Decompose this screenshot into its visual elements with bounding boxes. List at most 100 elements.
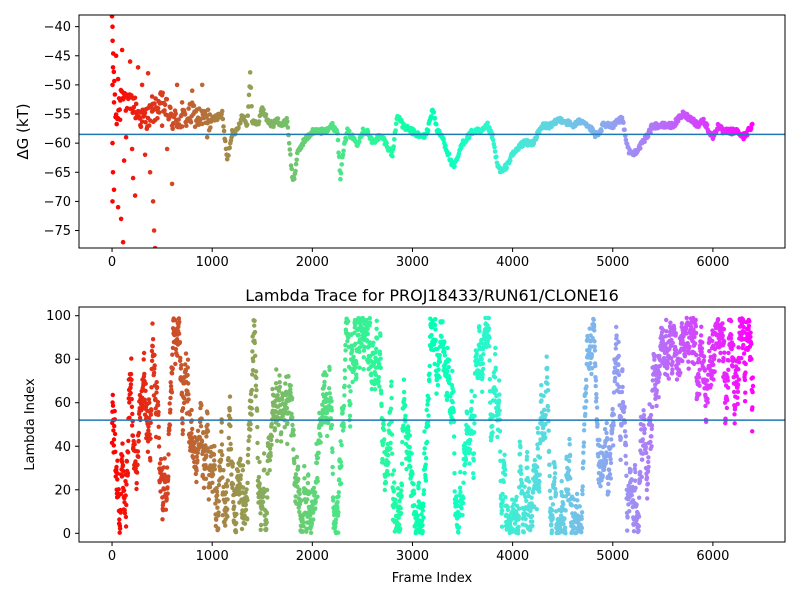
data-point bbox=[168, 384, 174, 389]
data-point bbox=[476, 368, 481, 373]
data-point bbox=[580, 466, 586, 471]
data-point bbox=[452, 471, 457, 476]
data-point bbox=[602, 427, 608, 432]
data-point bbox=[114, 464, 119, 470]
data-point bbox=[405, 424, 411, 429]
data-point bbox=[547, 473, 552, 479]
data-point bbox=[667, 333, 672, 338]
data-point bbox=[467, 461, 472, 466]
data-point bbox=[168, 380, 173, 385]
data-point bbox=[446, 151, 452, 156]
data-point bbox=[152, 352, 157, 358]
data-point bbox=[238, 456, 243, 461]
data-point bbox=[701, 116, 706, 122]
data-point bbox=[705, 400, 710, 405]
data-point bbox=[291, 427, 296, 433]
data-point bbox=[233, 529, 239, 535]
data-point bbox=[539, 383, 544, 388]
data-point bbox=[121, 488, 127, 493]
data-point bbox=[490, 137, 496, 143]
data-point bbox=[153, 396, 158, 402]
data-point bbox=[203, 476, 209, 481]
data-point bbox=[185, 372, 190, 378]
data-point bbox=[621, 120, 626, 125]
data-point bbox=[180, 406, 186, 411]
data-point bbox=[260, 499, 266, 505]
data-point bbox=[579, 525, 585, 531]
data-point bbox=[261, 451, 267, 456]
data-point bbox=[373, 372, 378, 377]
data-point bbox=[189, 407, 194, 413]
data-point bbox=[421, 504, 426, 509]
data-point bbox=[146, 424, 151, 429]
data-point bbox=[641, 423, 646, 428]
data-point bbox=[514, 494, 519, 500]
data-point bbox=[468, 438, 473, 443]
data-point bbox=[721, 327, 727, 332]
data-point bbox=[374, 318, 379, 323]
data-point bbox=[535, 446, 540, 451]
data-point bbox=[633, 469, 638, 475]
data-point bbox=[253, 394, 258, 399]
data-point bbox=[117, 526, 123, 531]
data-point bbox=[711, 362, 716, 367]
data-point bbox=[726, 367, 731, 372]
data-point bbox=[562, 525, 568, 530]
data-point bbox=[471, 451, 477, 456]
data-point bbox=[691, 361, 697, 366]
data-point bbox=[746, 323, 752, 329]
data-point bbox=[315, 478, 320, 484]
data-point bbox=[179, 390, 185, 395]
data-point bbox=[333, 520, 338, 526]
data-point bbox=[649, 426, 654, 432]
data-point bbox=[693, 324, 699, 329]
data-point bbox=[301, 523, 306, 529]
data-point bbox=[294, 454, 300, 460]
data-point bbox=[581, 440, 587, 445]
data-point bbox=[702, 368, 708, 373]
data-point bbox=[324, 373, 329, 378]
data-point bbox=[608, 460, 614, 466]
data-point bbox=[619, 422, 624, 427]
data-point bbox=[161, 465, 166, 470]
data-point bbox=[623, 453, 628, 459]
data-point bbox=[330, 446, 335, 451]
data-point bbox=[451, 409, 456, 415]
data-point bbox=[625, 528, 630, 533]
data-point bbox=[369, 386, 374, 392]
data-point bbox=[604, 430, 609, 436]
data-point bbox=[126, 438, 131, 444]
data-point bbox=[132, 442, 137, 447]
data-point bbox=[749, 356, 754, 362]
data-point bbox=[462, 461, 468, 467]
data-point bbox=[420, 508, 426, 513]
data-point bbox=[204, 135, 210, 140]
data-point bbox=[368, 358, 374, 364]
data-point bbox=[164, 97, 170, 102]
data-point bbox=[649, 444, 654, 449]
data-point bbox=[549, 528, 555, 533]
data-point bbox=[704, 378, 710, 383]
data-point bbox=[384, 140, 389, 146]
data-point bbox=[544, 354, 549, 359]
data-point bbox=[644, 475, 650, 480]
data-point bbox=[393, 497, 398, 502]
x-tick-label: 6000 bbox=[696, 549, 729, 564]
data-point bbox=[684, 331, 689, 336]
data-point bbox=[129, 423, 135, 428]
data-point bbox=[161, 500, 166, 505]
data-point bbox=[322, 379, 327, 385]
x-tick-label: 2000 bbox=[296, 255, 329, 270]
data-point bbox=[371, 340, 376, 345]
data-point bbox=[592, 344, 597, 349]
data-point bbox=[147, 432, 152, 437]
data-point bbox=[487, 377, 492, 382]
data-point bbox=[336, 530, 341, 535]
data-point bbox=[668, 320, 673, 325]
data-point bbox=[277, 384, 283, 390]
data-point bbox=[133, 101, 139, 107]
data-point bbox=[657, 363, 662, 369]
x-tick-label: 4000 bbox=[496, 255, 529, 270]
data-point bbox=[143, 388, 148, 393]
data-point bbox=[264, 520, 269, 525]
